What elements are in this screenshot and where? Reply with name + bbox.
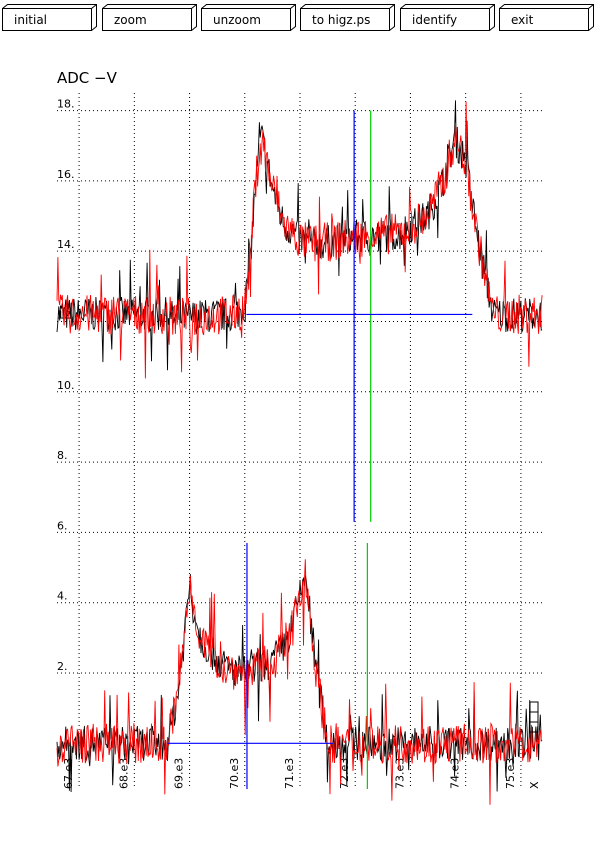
x-tick-label: 68.e3 [117, 758, 130, 789]
unzoom-button[interactable]: unzoom [201, 4, 297, 31]
unzoom-button-label: unzoom [213, 13, 261, 27]
exit-button[interactable]: exit [499, 4, 595, 31]
identify-button[interactable]: identify [400, 4, 496, 31]
x-tick-label: 69.e3 [173, 758, 186, 789]
to-higz-ps-button[interactable]: to higz.ps [300, 4, 396, 31]
identify-button-label: identify [412, 13, 458, 27]
y-tick-labels: 2.4.6.8.10.12.14.16.18. [57, 98, 75, 673]
y-tick-label: 4. [57, 590, 68, 603]
series-trace-fit-lower [56, 559, 543, 805]
initial-button[interactable]: initial [2, 4, 98, 31]
axis-scale-icon [529, 701, 539, 733]
zoom-button[interactable]: zoom [102, 4, 198, 31]
y-tick-label: 2. [57, 660, 68, 673]
data-series [56, 100, 543, 805]
cursors[interactable] [167, 110, 473, 789]
y-tick-label: 18. [57, 98, 75, 111]
plot-title: ADC −V [57, 69, 118, 87]
exit-button-label: exit [511, 13, 534, 27]
x-tick-label: 73.e3 [393, 758, 406, 789]
x-tick-label: 70.e3 [228, 758, 241, 789]
series-trace-fit-upper [56, 101, 543, 379]
y-tick-label: 14. [57, 238, 75, 251]
toolbar: initial zoom unzoom to higz.ps identify … [0, 0, 600, 36]
y-tick-label: 10. [57, 379, 75, 392]
x-tick-label: 74.e3 [449, 758, 462, 789]
initial-button-label: initial [14, 13, 47, 27]
zoom-button-label: zoom [114, 13, 147, 27]
x-axis-label: X [528, 781, 541, 789]
x-tick-label: 75.e3 [504, 758, 517, 789]
y-tick-label: 8. [57, 449, 68, 462]
x-tick-label: 71.e3 [283, 758, 296, 789]
y-tick-label: 16. [57, 168, 75, 181]
y-tick-label: 6. [57, 519, 68, 532]
x-tick-labels: 67.e3 68.e3 69.e3 70.e3 71.e3 72.e3 73.e3 74.e3… [62, 758, 517, 789]
to-higz-ps-button-label: to higz.ps [312, 13, 371, 27]
